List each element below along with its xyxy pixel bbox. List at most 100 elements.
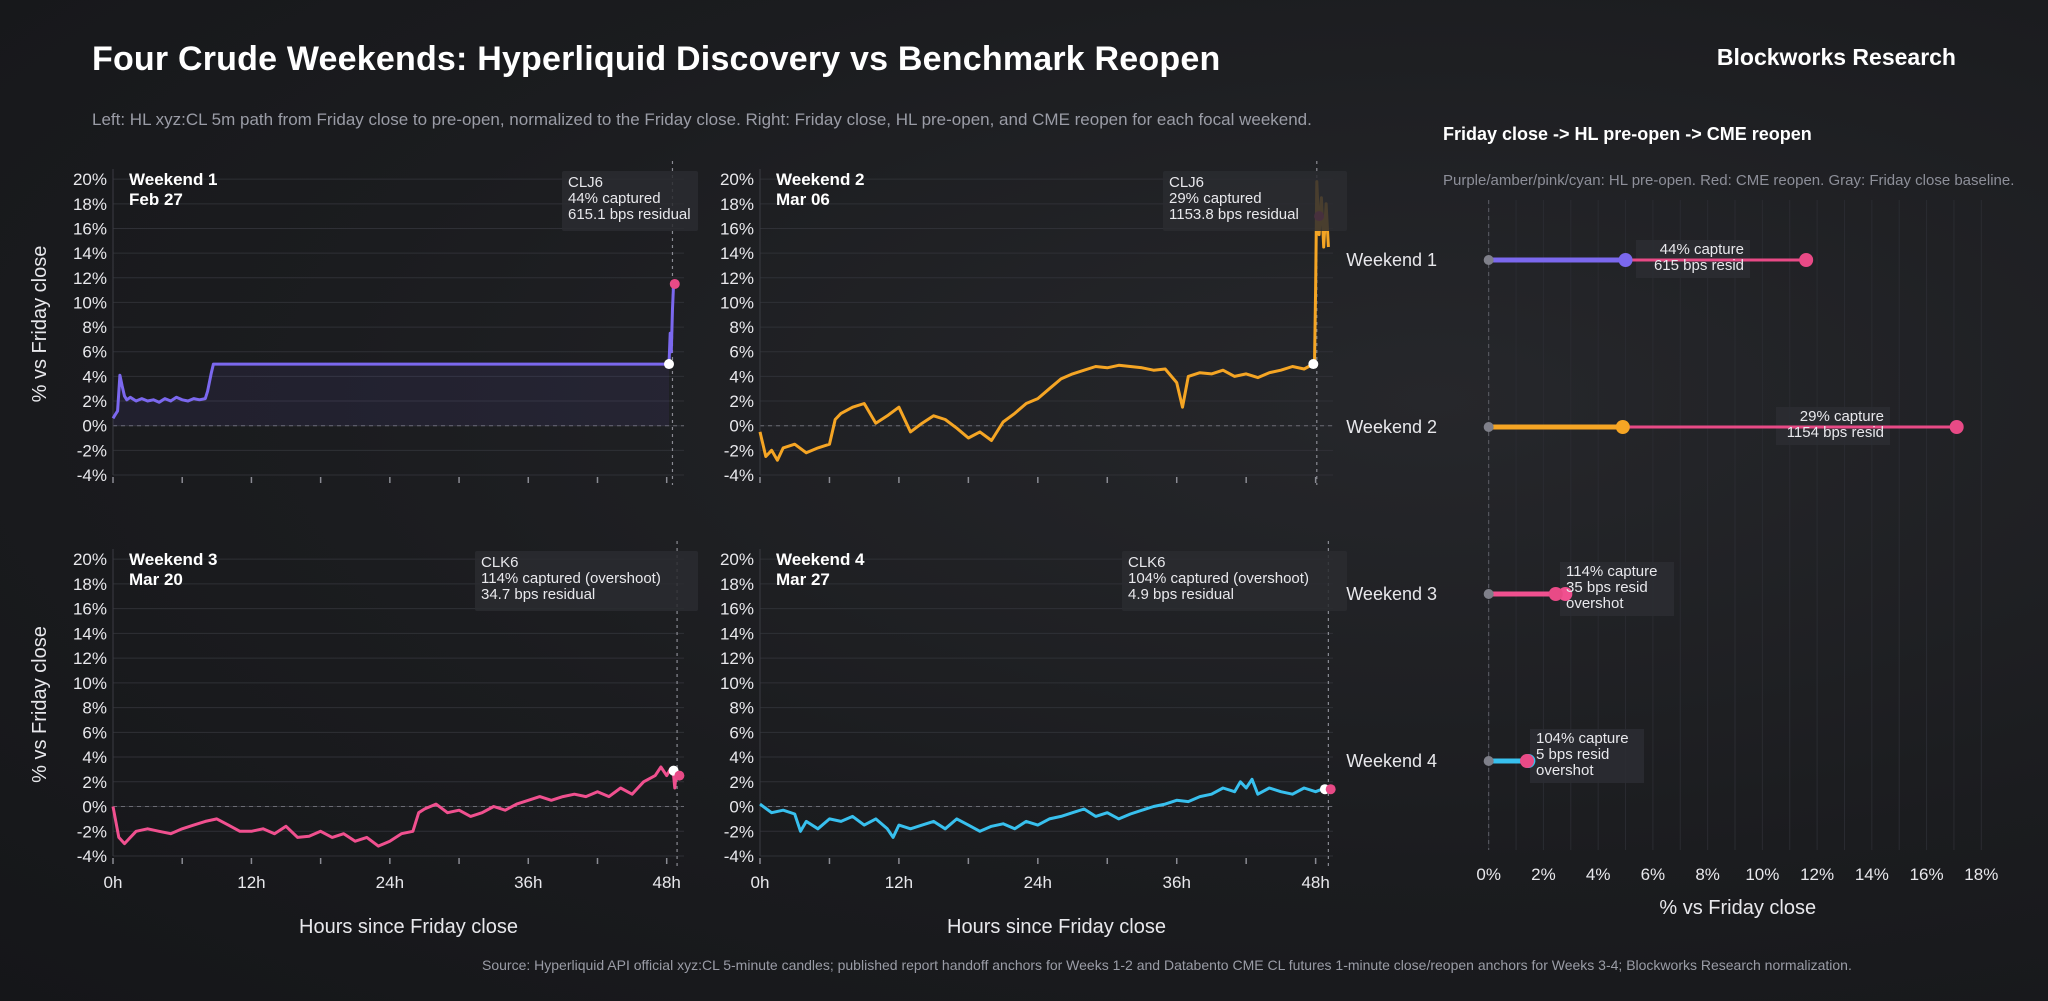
- panel-weekend-3: 20% 18% 16% 14% 12% 10% 8% 6% 4% 2% 0% -2% -4% 0h 12h 2…: [29, 541, 698, 938]
- panel-summary: 0% 2% 4% 6% 8% 10% 12% 14% 16% 18% % vs Friday clo…: [1346, 200, 1998, 919]
- panel-title: Weekend 4: [776, 550, 865, 569]
- panel-title: Weekend 3: [129, 550, 218, 569]
- x-tick-label: 6%: [1641, 865, 1666, 884]
- annotation-line: 35 bps resid: [1566, 579, 1648, 596]
- y-tick-label: 2%: [729, 773, 754, 792]
- panel-title: Weekend 2: [776, 170, 865, 189]
- y-tick-label: 6%: [82, 723, 107, 742]
- preopen-point: [1615, 420, 1630, 434]
- y-tick-label: 14%: [73, 624, 107, 643]
- y-tick-label: 10%: [720, 293, 754, 312]
- right-panel-title: Friday close -> HL pre-open -> CME reope…: [1443, 124, 1812, 144]
- y-tick-label: 6%: [729, 343, 754, 362]
- y-tick-label: 18%: [73, 575, 107, 594]
- row-label: Weekend 4: [1346, 751, 1437, 771]
- y-tick-label: 2%: [82, 773, 107, 792]
- y-tick-label: -2%: [77, 441, 107, 460]
- y-tick-label: 16%: [73, 219, 107, 238]
- y-tick-label: 4%: [729, 367, 754, 386]
- y-tick-label: -2%: [724, 822, 754, 841]
- annotation-capture: 104% captured (overshoot): [1128, 570, 1309, 587]
- y-tick-label: 20%: [73, 550, 107, 569]
- y-tick-label: 0%: [729, 417, 754, 436]
- y-tick-label: 12%: [73, 269, 107, 288]
- x-tick-label: 16%: [1910, 865, 1944, 884]
- y-tick-label: 4%: [82, 748, 107, 767]
- row-label: Weekend 2: [1346, 417, 1437, 437]
- annotation-residual: 34.7 bps residual: [481, 586, 595, 603]
- annotation-capture: 44% captured: [568, 190, 661, 207]
- annotation-capture: 29% captured: [1169, 190, 1262, 207]
- row-label: Weekend 3: [1346, 584, 1437, 604]
- annotation-line: overshot: [1536, 762, 1594, 779]
- annotation-bg: [475, 551, 698, 611]
- x-tick-label: 24h: [376, 873, 404, 892]
- panel-title: Weekend 1: [129, 170, 218, 189]
- annotation-bg: [1530, 729, 1644, 783]
- panel-weekend-4: 20% 18% 16% 14% 12% 10% 8% 6% 4% 2% 0% -2% -4% 0h 12h 2…: [720, 541, 1347, 938]
- reopen-point: [1799, 253, 1814, 267]
- annotation-line: 615 bps resid: [1654, 257, 1744, 274]
- close-point: [1483, 255, 1494, 265]
- x-tick-label: 0h: [751, 873, 770, 892]
- y-tick-label: -4%: [724, 847, 754, 866]
- y-tick-label: 12%: [73, 649, 107, 668]
- annotation-bg: [1163, 171, 1347, 231]
- close-point: [1483, 589, 1494, 599]
- panel-date: Mar 06: [776, 190, 830, 209]
- annotation-line: 114% capture: [1566, 563, 1657, 580]
- chart-title: Four Crude Weekends: Hyperliquid Discove…: [92, 40, 1221, 78]
- y-tick-label: 6%: [729, 723, 754, 742]
- reopen-point: [1325, 784, 1336, 795]
- y-tick-label: 18%: [73, 195, 107, 214]
- x-tick-label: 48h: [1301, 873, 1329, 892]
- y-tick-label: 12%: [720, 269, 754, 288]
- annotation-line: 104% capture: [1536, 730, 1629, 747]
- x-tick-label: 4%: [1586, 865, 1611, 884]
- y-tick-label: 20%: [720, 550, 754, 569]
- panel-weekend-1: 20% 18% 16% 14% 12% 10% 8% 6% 4% 2% 0% -2% -4% Weeken…: [29, 161, 698, 485]
- y-tick-label: 8%: [82, 318, 107, 337]
- y-tick-label: -4%: [724, 466, 754, 485]
- y-tick-label: 20%: [73, 170, 107, 189]
- annotation-contract: CLK6: [481, 554, 519, 571]
- series-line: [111, 283, 676, 420]
- series-line: [758, 180, 1330, 462]
- y-tick-label: -4%: [77, 847, 107, 866]
- annotation-bg: [562, 171, 698, 231]
- x-tick-label: 14%: [1855, 865, 1889, 884]
- annotation-bg: [1560, 562, 1674, 616]
- brand-logo-text: Blockworks Research: [1716, 44, 1956, 70]
- y-tick-label: 18%: [720, 195, 754, 214]
- annotation-line: 29% capture: [1800, 408, 1884, 425]
- annotation-residual: 615.1 bps residual: [568, 206, 691, 223]
- reopen-point: [674, 770, 685, 781]
- x-tick-label: 10%: [1745, 865, 1779, 884]
- x-tick-label: 36h: [514, 873, 542, 892]
- y-tick-label: 0%: [82, 417, 107, 436]
- series-line: [759, 777, 1326, 839]
- x-tick-label: 0h: [104, 873, 123, 892]
- annotation-line: 5 bps resid: [1536, 746, 1609, 763]
- right-panel-subtitle: Purple/amber/pink/cyan: HL pre-open. Red…: [1443, 172, 2015, 189]
- chart-subtitle: Left: HL xyz:CL 5m path from Friday clos…: [92, 110, 1312, 129]
- annotation-line: overshot: [1566, 595, 1624, 612]
- annotation-capture: 114% captured (overshoot): [481, 570, 661, 587]
- y-tick-label: -2%: [77, 822, 107, 841]
- y-tick-label: -4%: [77, 466, 107, 485]
- y-tick-label: 4%: [82, 367, 107, 386]
- x-axis-title: Hours since Friday close: [947, 916, 1166, 938]
- annotation-line: 44% capture: [1660, 241, 1744, 258]
- annotation-contract: CLK6: [1128, 554, 1166, 571]
- x-tick-label: 0%: [1476, 865, 1501, 884]
- y-tick-label: 18%: [720, 575, 754, 594]
- close-point: [1483, 422, 1494, 432]
- y-tick-label: 10%: [73, 674, 107, 693]
- preopen-point: [1558, 587, 1573, 601]
